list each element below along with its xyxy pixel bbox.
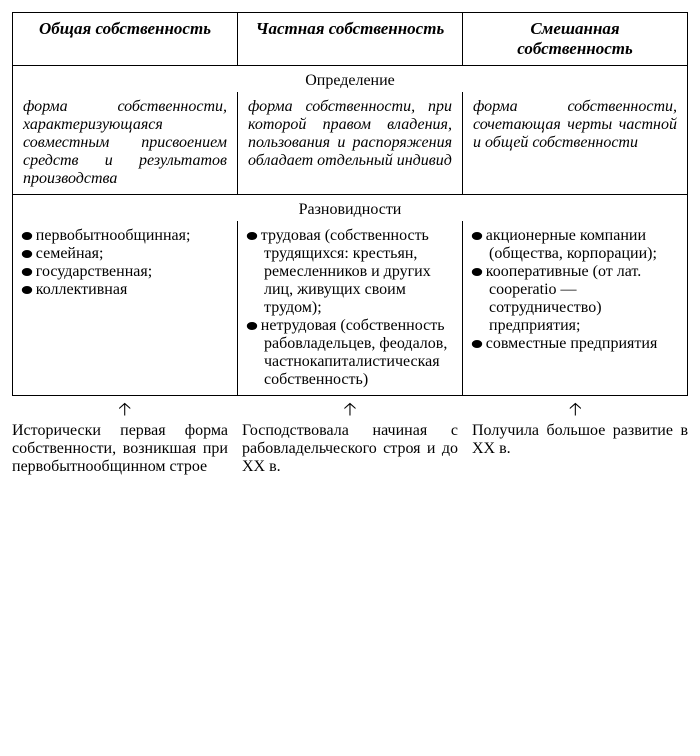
footnote-col1: Исторически первая форма собственности, … <box>12 422 228 476</box>
definition-title: Определение <box>13 66 688 93</box>
header-col2: Частная собственность <box>238 13 463 66</box>
varieties-title: Разновидности <box>13 195 688 222</box>
bullet-text: трудовая (собственность трудящихся: крес… <box>261 227 431 316</box>
up-arrow-icon: 🡡 <box>118 400 131 418</box>
arrow-col3: 🡡 <box>463 400 688 418</box>
bullet-text: кооперативные (от лат. cooperatio — сотр… <box>486 263 641 334</box>
footnotes-row: Исторически первая форма собственности, … <box>12 422 688 476</box>
bullet-text: акционерные компании (общества, корпорац… <box>486 227 657 262</box>
header-col3: Смешанная собственность <box>463 13 688 66</box>
header-col1: Общая собственность <box>13 13 238 66</box>
varieties-col1: первобытнообщинная;семейная;государствен… <box>13 221 238 396</box>
footnote-col3: Получила большое развитие в XX в. <box>472 422 688 476</box>
varieties-body-row: первобытнообщинная;семейная;государствен… <box>13 221 688 396</box>
arrow-col2: 🡡 <box>237 400 462 418</box>
varieties-col2: трудовая (собственность трудящихся: крес… <box>238 221 463 396</box>
bullet-icon <box>22 250 32 258</box>
definition-body-row: форма собственности, характеризующаяся с… <box>13 92 688 195</box>
definition-col3: форма собственности, сочетающая черты ча… <box>463 92 688 195</box>
arrows-row: 🡡 🡡 🡡 <box>12 400 688 418</box>
bullet-icon <box>22 268 32 276</box>
bullet-text: совместные предприятия <box>486 335 658 352</box>
bullet-icon <box>472 340 482 348</box>
arrow-col1: 🡡 <box>12 400 237 418</box>
bullet-icon <box>22 232 32 240</box>
bullet-text: первобытнообщинная; <box>36 227 191 244</box>
bullet-icon <box>247 232 257 240</box>
bullet-text: нетрудовая (собственность рабовладельцев… <box>261 317 448 388</box>
varieties-col3: акционерные компании (общества, корпорац… <box>463 221 688 396</box>
bullet-icon <box>472 232 482 240</box>
bullet-icon <box>472 268 482 276</box>
footnote-col2: Господствовала начиная с рабовладельческ… <box>242 422 458 476</box>
bullet-text: коллективная <box>36 281 128 298</box>
bullet-text: семейная; <box>36 245 104 262</box>
header-row: Общая собственность Частная собственност… <box>13 13 688 66</box>
bullet-text: государственная; <box>36 263 152 280</box>
definition-col2: форма собственности, при которой правом … <box>238 92 463 195</box>
ownership-types-table: Общая собственность Частная собственност… <box>12 12 688 396</box>
varieties-title-row: Разновидности <box>13 195 688 222</box>
bullet-icon <box>22 286 32 294</box>
bullet-icon <box>247 322 257 330</box>
definition-title-row: Определение <box>13 66 688 93</box>
up-arrow-icon: 🡡 <box>569 400 582 418</box>
definition-col1: форма собственности, характеризующаяся с… <box>13 92 238 195</box>
up-arrow-icon: 🡡 <box>344 400 357 418</box>
